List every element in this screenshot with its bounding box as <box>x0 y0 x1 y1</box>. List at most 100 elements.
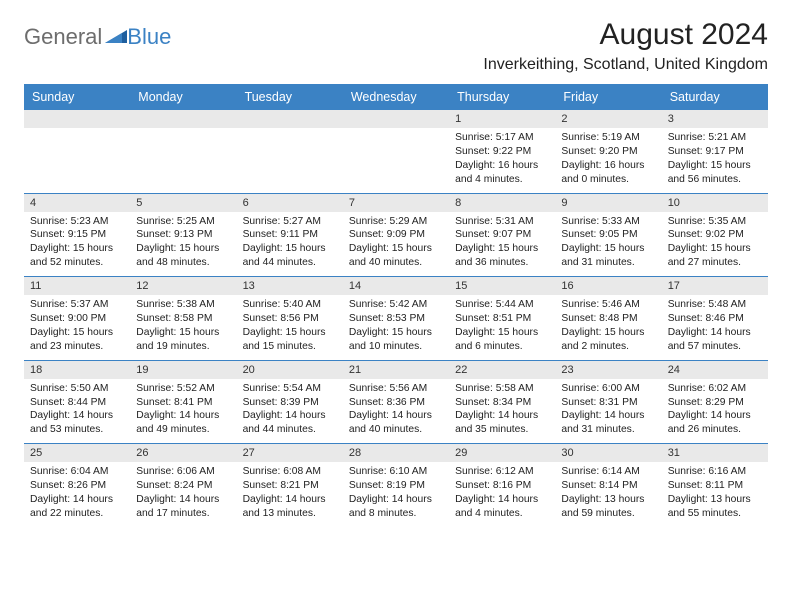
day-line-ss: Sunset: 8:39 PM <box>243 396 337 410</box>
day-body: Sunrise: 5:19 AMSunset: 9:20 PMDaylight:… <box>555 128 661 193</box>
logo-triangle-icon <box>105 27 127 48</box>
day-line-sr: Sunrise: 5:19 AM <box>561 131 655 145</box>
day-number <box>237 110 343 128</box>
day-line-sr: Sunrise: 5:23 AM <box>30 215 124 229</box>
day-line-d1: Daylight: 14 hours <box>30 493 124 507</box>
day-line-sr: Sunrise: 6:10 AM <box>349 465 443 479</box>
day-line-d1: Daylight: 15 hours <box>349 326 443 340</box>
day-number: 24 <box>662 361 768 379</box>
weekday-header: Friday <box>555 84 661 110</box>
day-line-ss: Sunset: 8:26 PM <box>30 479 124 493</box>
day-line-d2: and 10 minutes. <box>349 340 443 354</box>
day-line-d1: Daylight: 14 hours <box>455 409 549 423</box>
day-cell: 9Sunrise: 5:33 AMSunset: 9:05 PMDaylight… <box>555 194 661 277</box>
day-line-sr: Sunrise: 5:38 AM <box>136 298 230 312</box>
day-number: 6 <box>237 194 343 212</box>
day-line-d1: Daylight: 13 hours <box>561 493 655 507</box>
day-line-sr: Sunrise: 6:08 AM <box>243 465 337 479</box>
day-number: 26 <box>130 444 236 462</box>
day-line-d1: Daylight: 15 hours <box>668 159 762 173</box>
day-line-d2: and 48 minutes. <box>136 256 230 270</box>
day-number: 4 <box>24 194 130 212</box>
day-line-sr: Sunrise: 5:58 AM <box>455 382 549 396</box>
day-line-d2: and 17 minutes. <box>136 507 230 521</box>
day-cell: 12Sunrise: 5:38 AMSunset: 8:58 PMDayligh… <box>130 277 236 360</box>
day-number: 29 <box>449 444 555 462</box>
day-number <box>130 110 236 128</box>
day-line-d1: Daylight: 16 hours <box>455 159 549 173</box>
day-number: 12 <box>130 277 236 295</box>
day-line-d2: and 44 minutes. <box>243 423 337 437</box>
day-line-sr: Sunrise: 5:44 AM <box>455 298 549 312</box>
day-number: 14 <box>343 277 449 295</box>
day-line-d2: and 40 minutes. <box>349 423 443 437</box>
day-cell: 29Sunrise: 6:12 AMSunset: 8:16 PMDayligh… <box>449 444 555 527</box>
day-number: 16 <box>555 277 661 295</box>
day-line-d2: and 57 minutes. <box>668 340 762 354</box>
day-number: 2 <box>555 110 661 128</box>
day-body: Sunrise: 5:17 AMSunset: 9:22 PMDaylight:… <box>449 128 555 193</box>
day-number: 11 <box>24 277 130 295</box>
day-line-ss: Sunset: 9:22 PM <box>455 145 549 159</box>
day-body: Sunrise: 6:00 AMSunset: 8:31 PMDaylight:… <box>555 379 661 444</box>
day-line-d2: and 13 minutes. <box>243 507 337 521</box>
calendar-page: General Blue August 2024 Inverkeithing, … <box>0 0 792 545</box>
day-line-d1: Daylight: 14 hours <box>668 326 762 340</box>
day-line-ss: Sunset: 8:46 PM <box>668 312 762 326</box>
day-cell: 17Sunrise: 5:48 AMSunset: 8:46 PMDayligh… <box>662 277 768 360</box>
day-line-sr: Sunrise: 6:06 AM <box>136 465 230 479</box>
day-line-ss: Sunset: 8:44 PM <box>30 396 124 410</box>
day-line-sr: Sunrise: 6:16 AM <box>668 465 762 479</box>
day-line-ss: Sunset: 9:09 PM <box>349 228 443 242</box>
day-number: 18 <box>24 361 130 379</box>
day-body: Sunrise: 5:27 AMSunset: 9:11 PMDaylight:… <box>237 212 343 277</box>
day-line-ss: Sunset: 8:36 PM <box>349 396 443 410</box>
day-line-ss: Sunset: 9:00 PM <box>30 312 124 326</box>
day-number: 23 <box>555 361 661 379</box>
day-line-sr: Sunrise: 5:21 AM <box>668 131 762 145</box>
day-cell: 1Sunrise: 5:17 AMSunset: 9:22 PMDaylight… <box>449 110 555 193</box>
day-cell: 3Sunrise: 5:21 AMSunset: 9:17 PMDaylight… <box>662 110 768 193</box>
day-line-ss: Sunset: 8:16 PM <box>455 479 549 493</box>
day-body: Sunrise: 6:02 AMSunset: 8:29 PMDaylight:… <box>662 379 768 444</box>
day-number: 20 <box>237 361 343 379</box>
day-line-ss: Sunset: 9:02 PM <box>668 228 762 242</box>
day-line-sr: Sunrise: 5:42 AM <box>349 298 443 312</box>
day-line-d1: Daylight: 15 hours <box>561 326 655 340</box>
day-line-ss: Sunset: 8:24 PM <box>136 479 230 493</box>
day-line-sr: Sunrise: 6:00 AM <box>561 382 655 396</box>
day-cell <box>130 110 236 193</box>
day-line-d1: Daylight: 14 hours <box>136 409 230 423</box>
day-line-d2: and 4 minutes. <box>455 173 549 187</box>
day-line-sr: Sunrise: 5:48 AM <box>668 298 762 312</box>
day-body: Sunrise: 6:08 AMSunset: 8:21 PMDaylight:… <box>237 462 343 527</box>
day-cell: 26Sunrise: 6:06 AMSunset: 8:24 PMDayligh… <box>130 444 236 527</box>
day-line-sr: Sunrise: 5:50 AM <box>30 382 124 396</box>
day-line-d1: Daylight: 15 hours <box>455 326 549 340</box>
day-line-d2: and 0 minutes. <box>561 173 655 187</box>
day-line-ss: Sunset: 8:14 PM <box>561 479 655 493</box>
day-line-ss: Sunset: 8:41 PM <box>136 396 230 410</box>
day-line-sr: Sunrise: 5:29 AM <box>349 215 443 229</box>
day-line-d1: Daylight: 15 hours <box>668 242 762 256</box>
day-line-d2: and 31 minutes. <box>561 423 655 437</box>
day-body: Sunrise: 5:44 AMSunset: 8:51 PMDaylight:… <box>449 295 555 360</box>
day-number: 7 <box>343 194 449 212</box>
day-line-sr: Sunrise: 5:25 AM <box>136 215 230 229</box>
day-line-sr: Sunrise: 6:14 AM <box>561 465 655 479</box>
day-line-ss: Sunset: 8:31 PM <box>561 396 655 410</box>
day-body: Sunrise: 5:31 AMSunset: 9:07 PMDaylight:… <box>449 212 555 277</box>
day-cell: 25Sunrise: 6:04 AMSunset: 8:26 PMDayligh… <box>24 444 130 527</box>
day-line-d2: and 49 minutes. <box>136 423 230 437</box>
day-cell: 27Sunrise: 6:08 AMSunset: 8:21 PMDayligh… <box>237 444 343 527</box>
day-cell: 20Sunrise: 5:54 AMSunset: 8:39 PMDayligh… <box>237 361 343 444</box>
day-line-ss: Sunset: 8:51 PM <box>455 312 549 326</box>
day-line-d1: Daylight: 14 hours <box>243 493 337 507</box>
day-cell: 15Sunrise: 5:44 AMSunset: 8:51 PMDayligh… <box>449 277 555 360</box>
day-body: Sunrise: 5:56 AMSunset: 8:36 PMDaylight:… <box>343 379 449 444</box>
logo-text-general: General <box>24 24 102 50</box>
day-number: 25 <box>24 444 130 462</box>
day-line-d2: and 6 minutes. <box>455 340 549 354</box>
day-body: Sunrise: 6:06 AMSunset: 8:24 PMDaylight:… <box>130 462 236 527</box>
day-body: Sunrise: 5:48 AMSunset: 8:46 PMDaylight:… <box>662 295 768 360</box>
